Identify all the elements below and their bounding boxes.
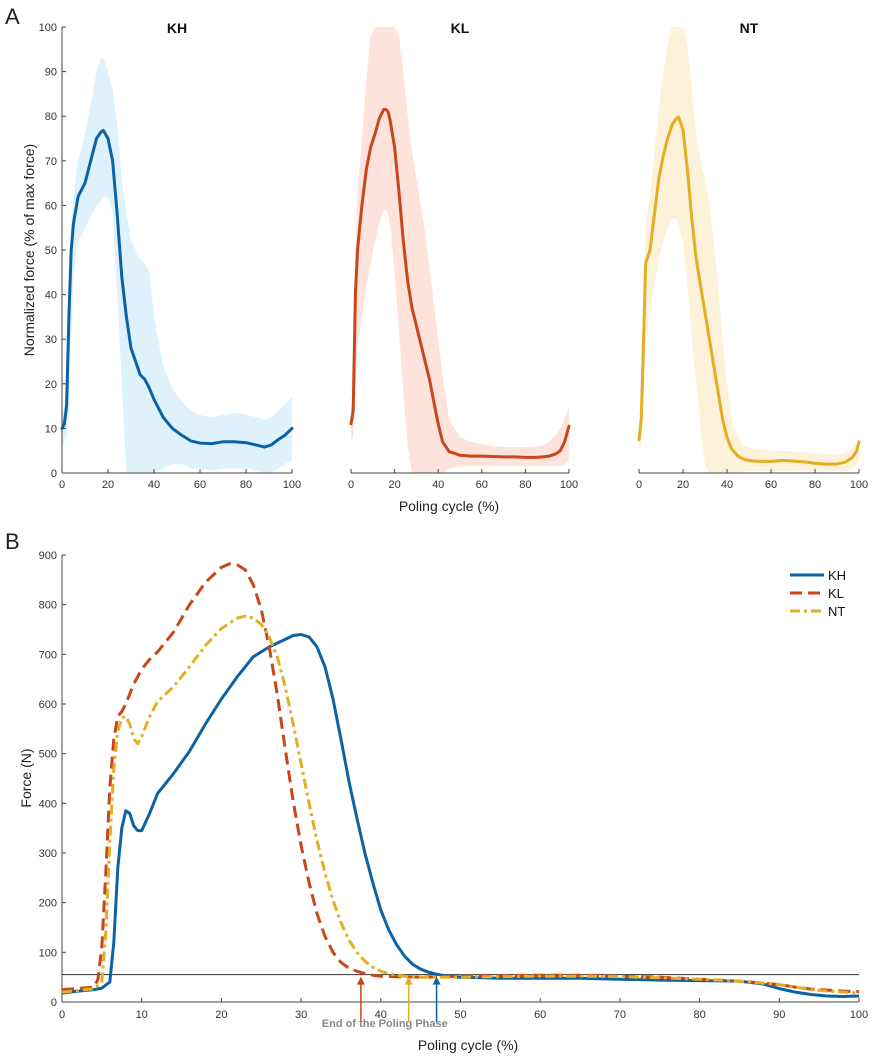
y-tick-label: 20 <box>45 379 57 391</box>
panel-a-ylabel: Normalized force (% of max force) <box>21 144 37 356</box>
y-tick-label: 300 <box>39 848 57 860</box>
x-tick-label: 0 <box>59 1009 65 1021</box>
x-tick-label: 60 <box>765 479 777 491</box>
y-tick-label: 800 <box>39 600 57 612</box>
y-tick-label: 90 <box>45 67 57 79</box>
subplot-title-nt: NT <box>740 20 759 36</box>
x-tick-label: 20 <box>215 1009 227 1021</box>
y-tick-label: 0 <box>51 997 57 1009</box>
end-arrowhead-kl <box>356 976 365 985</box>
mean-line-nt <box>637 115 861 466</box>
series-line-nt <box>61 614 860 995</box>
end-arrowhead-kh <box>432 976 441 985</box>
x-tick-label: 80 <box>809 479 821 491</box>
x-tick-label: 30 <box>295 1009 307 1021</box>
panel-a-xlabel: Poling cycle (%) <box>399 498 499 514</box>
x-tick-label: 80 <box>693 1009 705 1021</box>
y-tick-label: 500 <box>39 749 57 761</box>
panel-a-label: A <box>5 4 20 29</box>
x-tick-label: 80 <box>519 479 531 491</box>
mean-line-kh <box>60 129 294 449</box>
x-tick-label: 20 <box>102 479 114 491</box>
mean-line-kl <box>349 108 571 459</box>
legend-label-kl: KL <box>828 586 844 601</box>
y-tick-label: 600 <box>39 699 57 711</box>
panel-b-ylabel: Force (N) <box>18 748 34 807</box>
x-tick-label: 60 <box>534 1009 546 1021</box>
x-tick-label: 10 <box>136 1009 148 1021</box>
x-tick-label: 20 <box>388 479 400 491</box>
x-tick-label: 0 <box>348 479 354 491</box>
x-tick-label: 50 <box>454 1009 466 1021</box>
subplot-title-kl: KL <box>451 20 470 36</box>
x-tick-label: 40 <box>432 479 444 491</box>
y-tick-label: 200 <box>39 898 57 910</box>
y-tick-label: 0 <box>51 468 57 480</box>
sd-band-nt <box>639 27 859 473</box>
sd-band-kh <box>62 58 292 473</box>
y-tick-label: 700 <box>39 649 57 661</box>
panel-b-label: B <box>5 529 20 554</box>
y-tick-label: 30 <box>45 334 57 346</box>
y-tick-label: 400 <box>39 798 57 810</box>
y-tick-label: 900 <box>39 550 57 562</box>
x-tick-label: 40 <box>721 479 733 491</box>
panel-b-xlabel: Poling cycle (%) <box>418 1037 518 1053</box>
end-of-poling-annotation: End of the Poling Phase <box>322 1018 448 1030</box>
x-tick-label: 100 <box>850 479 868 491</box>
y-tick-label: 10 <box>45 423 57 435</box>
panel-b: 0 10 20 30 40 50 60 70 80 90 100 0 100 200 300 400 500 60… <box>39 550 869 1030</box>
x-tick-label: 0 <box>636 479 642 491</box>
y-tick-label: 40 <box>45 290 57 302</box>
legend-label-kh: KH <box>828 568 846 583</box>
x-tick-label: 0 <box>59 479 65 491</box>
x-tick-label: 100 <box>283 479 301 491</box>
y-tick-label: 70 <box>45 156 57 168</box>
y-tick-label: 60 <box>45 200 57 212</box>
legend-label-nt: NT <box>828 604 845 619</box>
series-line-kl <box>61 562 860 994</box>
subplot-title-kh: KH <box>167 20 187 36</box>
x-tick-label: 70 <box>614 1009 626 1021</box>
x-tick-label: 40 <box>375 1009 387 1021</box>
y-tick-label: 80 <box>45 111 57 123</box>
sd-band-kl <box>351 27 569 473</box>
x-tick-label: 100 <box>560 479 578 491</box>
x-tick-label: 20 <box>677 479 689 491</box>
x-tick-label: 100 <box>850 1009 868 1021</box>
x-tick-label: 90 <box>773 1009 785 1021</box>
x-tick-label: 40 <box>148 479 160 491</box>
end-arrowhead-nt <box>404 976 413 985</box>
x-tick-label: 80 <box>240 479 252 491</box>
y-tick-label: 100 <box>39 947 57 959</box>
x-tick-label: 60 <box>476 479 488 491</box>
series-line-kh <box>61 633 860 998</box>
y-tick-label: 50 <box>45 245 57 257</box>
x-tick-label: 60 <box>194 479 206 491</box>
y-tick-label: 100 <box>39 22 57 34</box>
